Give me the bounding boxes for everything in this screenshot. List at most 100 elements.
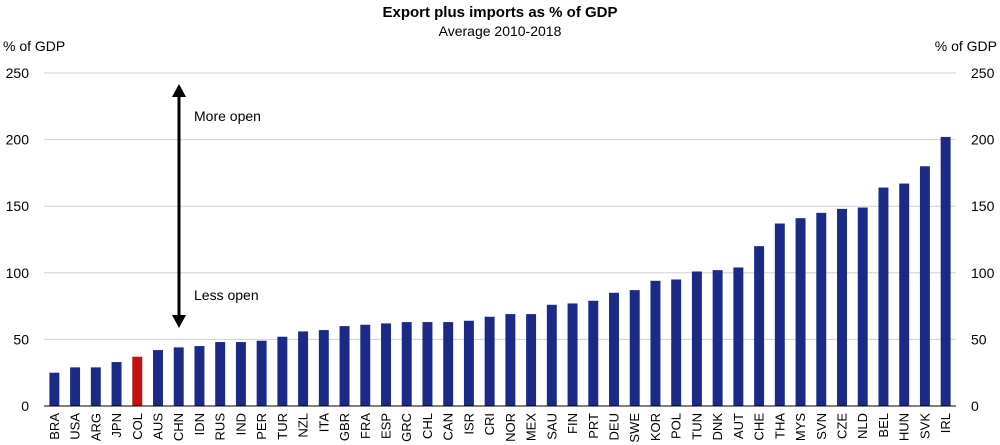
bar-arg <box>90 367 101 406</box>
bar-hun <box>899 183 910 406</box>
bar-grc <box>401 322 412 406</box>
y-tick-label-right: 250 <box>971 65 995 81</box>
bar-svn <box>816 212 827 406</box>
y-tick-label-right: 0 <box>971 398 979 414</box>
x-tick-label: CRI <box>482 413 497 435</box>
bar-cri <box>484 316 495 406</box>
bar-chn <box>173 347 184 406</box>
bar-rus <box>215 342 226 406</box>
bar-nzl <box>298 331 309 406</box>
bar-nld <box>857 207 868 406</box>
annotation-less-open: Less open <box>194 287 259 303</box>
x-tick-label: SVN <box>814 413 829 440</box>
x-tick-label: ISR <box>461 413 476 435</box>
y-tick-label-left: 50 <box>13 331 29 347</box>
x-tick-label: COL <box>130 413 145 440</box>
bar-che <box>754 246 765 406</box>
bar-tha <box>774 223 785 406</box>
x-tick-label: FIN <box>565 413 580 434</box>
bar-irl <box>940 136 951 406</box>
bars <box>49 136 951 406</box>
annotation-more-open: More open <box>194 108 261 124</box>
x-tick-label: FRA <box>358 413 373 439</box>
x-tick-label: DNK <box>710 413 725 441</box>
x-tick-label: IND <box>233 413 248 435</box>
bar-idn <box>194 346 205 406</box>
x-tick-label: POL <box>669 413 684 439</box>
bar-jpn <box>111 362 122 406</box>
x-tick-label: ESP <box>379 413 394 439</box>
bar-mex <box>526 314 537 406</box>
bar-aus <box>153 350 163 406</box>
y-tick-label-right: 150 <box>971 198 995 214</box>
y-tick-label-right: 100 <box>971 265 995 281</box>
y-tick-label-left: 150 <box>6 198 30 214</box>
bar-svk <box>919 166 930 406</box>
arrow-down-icon <box>172 315 186 328</box>
bar-per <box>256 340 267 406</box>
bar-dnk <box>712 270 723 406</box>
y-tick-label-left: 0 <box>21 398 29 414</box>
y-tick-label-right: 200 <box>971 132 995 148</box>
bar-swe <box>629 290 640 406</box>
x-tick-label: NZL <box>296 413 311 438</box>
bar-aut <box>733 267 744 406</box>
bar-usa <box>70 367 81 406</box>
x-tick-label: SVK <box>917 413 932 439</box>
x-tick-label: NLD <box>855 413 870 439</box>
y-tick-label-left: 200 <box>6 132 30 148</box>
x-tick-label: THA <box>772 413 787 439</box>
y-axis-label-left: % of GDP <box>3 38 65 54</box>
y-axis-right: 0 50 100 150 200 250 <box>971 65 995 414</box>
x-tick-label: ITA <box>316 413 331 433</box>
x-tick-label: CHN <box>171 413 186 441</box>
x-tick-label: BEL <box>876 413 891 438</box>
bar-bel <box>878 187 889 406</box>
bar-gbr <box>339 326 350 406</box>
x-tick-label: NOR <box>503 413 518 442</box>
y-axis-label-right: % of GDP <box>935 38 997 54</box>
bar-col <box>132 356 143 406</box>
bar-ind <box>235 342 246 406</box>
x-tick-label: DEU <box>607 413 622 440</box>
x-tick-label: HUN <box>897 413 912 441</box>
x-tick-label: AUS <box>151 413 166 440</box>
x-tick-label: GBR <box>337 413 352 441</box>
bar-nor <box>505 314 516 406</box>
bar-cze <box>837 208 847 406</box>
x-tick-label: ARG <box>88 413 103 441</box>
x-tick-label: MEX <box>524 413 539 442</box>
x-tick-label: TUN <box>689 413 704 440</box>
bar-esp <box>381 323 391 406</box>
x-tick-label: RUS <box>213 413 228 441</box>
y-tick-label-left: 250 <box>6 65 30 81</box>
x-tick-label: PER <box>254 413 269 440</box>
openness-arrow <box>172 84 186 328</box>
bar-tur <box>277 336 288 406</box>
x-tick-label: CHL <box>420 413 435 439</box>
x-tick-label: SWE <box>627 413 642 443</box>
x-tick-label: MYS <box>793 413 808 442</box>
bar-ita <box>318 330 329 406</box>
bar-fin <box>567 303 578 406</box>
bar-mys <box>795 218 806 406</box>
x-axis-labels: BRA USA ARG JPN COL AUS CHN IDN RUS IND PER TUR NZL I… <box>47 413 953 443</box>
x-tick-label: CZE <box>835 413 850 439</box>
bar-chl <box>422 322 433 406</box>
bar-kor <box>650 280 661 406</box>
x-tick-label: AUT <box>731 413 746 439</box>
x-tick-label: SAU <box>544 413 559 440</box>
y-axis-left: 0 50 100 150 200 250 <box>6 65 30 414</box>
x-tick-label: GRC <box>399 413 414 442</box>
x-tick-label: USA <box>68 413 83 440</box>
x-tick-label: KOR <box>648 413 663 441</box>
arrow-up-icon <box>172 84 186 97</box>
x-tick-label: TUR <box>275 413 290 440</box>
x-tick-label: CAN <box>441 413 456 440</box>
x-tick-label: IRL <box>938 413 953 433</box>
bar-tun <box>691 271 702 406</box>
bar-fra <box>360 324 371 406</box>
x-tick-label: PRT <box>586 413 601 439</box>
bar-sau <box>546 304 557 406</box>
x-tick-label: IDN <box>192 413 207 435</box>
